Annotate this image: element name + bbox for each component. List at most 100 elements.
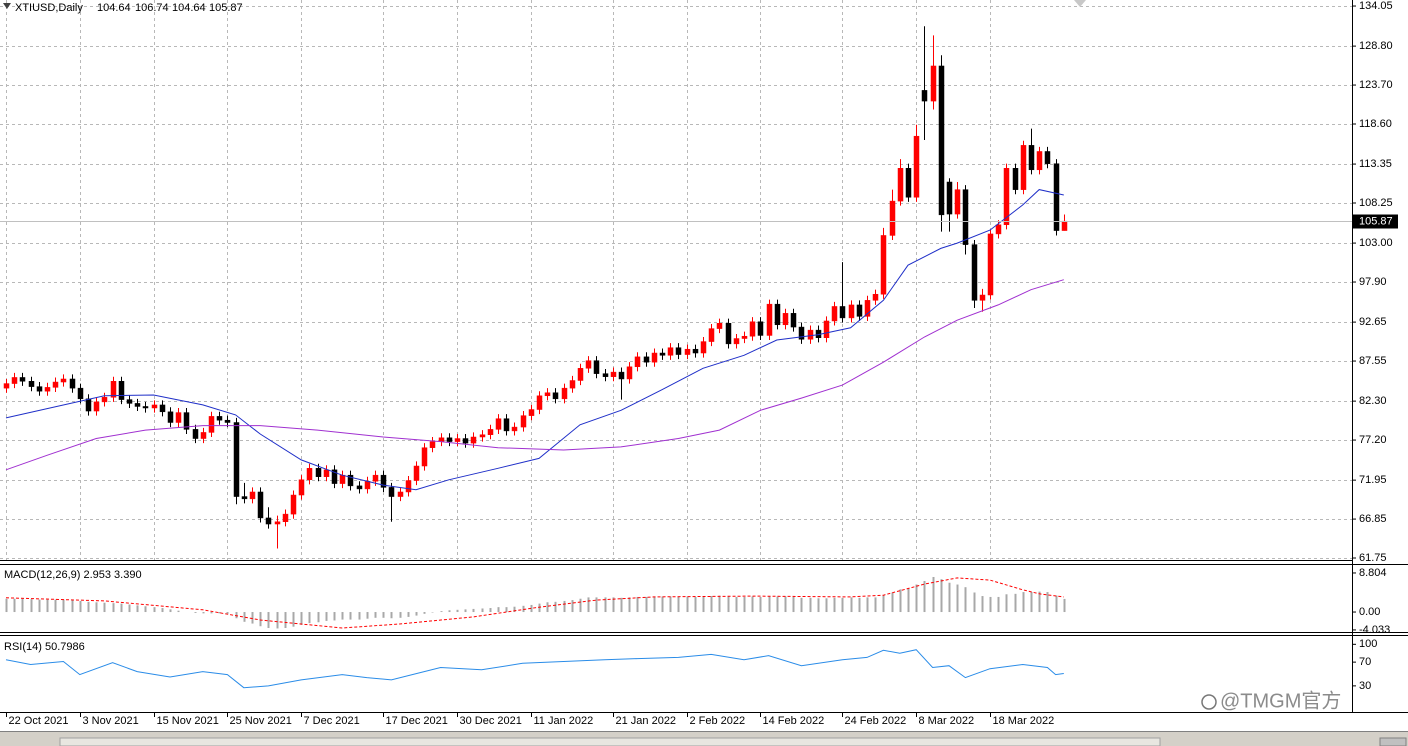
y-tick-label: -4.033 [1359,624,1390,636]
candle-body [634,356,641,368]
header-close: 105.87 [209,2,243,14]
plot-layer [0,26,1352,689]
candle-body [913,135,920,198]
candle-body [807,329,814,340]
candle-body [930,65,937,102]
candle-body [766,303,773,336]
chart-title: XTIUSD,Daily [15,2,83,14]
candle-body [118,381,125,400]
candle-body [290,494,297,515]
candle-body [856,304,863,317]
header-high: 106.74 [135,2,169,14]
candle-body [651,352,658,363]
candle-body [101,397,108,403]
candle-body [216,416,223,421]
candle-body [397,491,404,497]
candle-body [421,447,428,467]
candle-body [44,387,51,392]
x-tick-label: 8 Mar 2022 [919,715,975,727]
candle-body [659,352,666,356]
x-tick-label: 22 Oct 2021 [9,715,69,727]
candle-body [798,326,805,340]
y-tick-label: 0.00 [1359,606,1380,618]
candle-body [544,392,551,397]
macd-signal [5,577,1064,629]
candle-body [716,323,723,329]
candle-body [585,360,592,369]
x-tick-label: 17 Dec 2021 [386,715,448,727]
candle-body [151,404,158,409]
header-open: 104.64 [97,2,131,14]
y-tick-label: 100 [1359,638,1377,650]
candle-body [1012,168,1019,190]
candle-body [1053,163,1060,231]
scrollbar-thumb[interactable] [59,737,1161,746]
candle-body [577,368,584,381]
candle-body [69,378,76,389]
x-tick-label: 15 Nov 2021 [157,715,219,727]
rsi-title: RSI(14) 50.7986 [4,641,85,653]
candle-body [692,348,699,354]
candle-body [880,235,887,295]
y-tick-label: 77.20 [1359,434,1387,446]
candle-body [889,200,896,236]
candle-body [356,485,363,490]
candle-body [831,306,838,322]
candle-body [364,481,371,490]
candle-body [1003,168,1010,226]
candle-body [11,377,18,384]
candle-body [790,313,797,328]
candle-body [569,380,576,389]
candle-body [528,409,535,416]
candle-body [192,429,199,439]
shift-marker [1074,0,1086,7]
candle-body [224,419,231,423]
y-tick-label: 87.55 [1359,355,1387,367]
last-price-box [1353,214,1398,229]
y-tick-label: 97.90 [1359,276,1387,288]
candle-body [741,335,748,339]
candle-body [848,304,855,319]
candle-body [905,168,912,198]
candle-body [684,348,691,355]
y-tick-label: 128.80 [1359,40,1393,52]
x-tick-label: 18 Mar 2022 [993,715,1055,727]
candle-body [479,434,486,438]
candle-body [971,244,978,301]
candle-body [864,300,871,317]
y-tick-label: 123.70 [1359,79,1393,91]
scrollbar-button[interactable] [1379,737,1407,746]
candle-body [429,441,436,448]
candle-body [626,366,633,380]
candle-body [257,491,264,519]
candle-body [511,426,518,432]
candle-body [462,438,469,444]
y-tick-label: 61.75 [1359,552,1387,564]
candle-body [938,65,945,216]
x-tick-label: 11 Jan 2022 [534,715,594,727]
y-tick-label: 92.65 [1359,316,1387,328]
candle-body [708,328,715,342]
candle-body [347,474,354,487]
candle-body [503,418,510,432]
candle-body [126,399,133,404]
y-tick-label: 82.30 [1359,395,1387,407]
y-tick-label: 134.05 [1359,0,1393,12]
x-tick-label: 24 Feb 2022 [845,715,907,727]
rsi-line [5,649,1064,689]
candle-body [331,469,338,484]
y-tick-label: 108.25 [1359,197,1393,209]
candle-body [405,480,412,493]
candle-body [675,347,682,355]
x-tick-label: 14 Feb 2022 [763,715,825,727]
y-tick-label: 66.85 [1359,513,1387,525]
candle-body [700,341,707,354]
x-tick-label: 21 Jan 2022 [616,715,677,727]
candle-body [495,418,502,430]
y-tick-label: 113.35 [1359,158,1392,170]
header-low: 104.64 [172,2,206,14]
x-tick-label: 7 Dec 2021 [304,715,360,727]
